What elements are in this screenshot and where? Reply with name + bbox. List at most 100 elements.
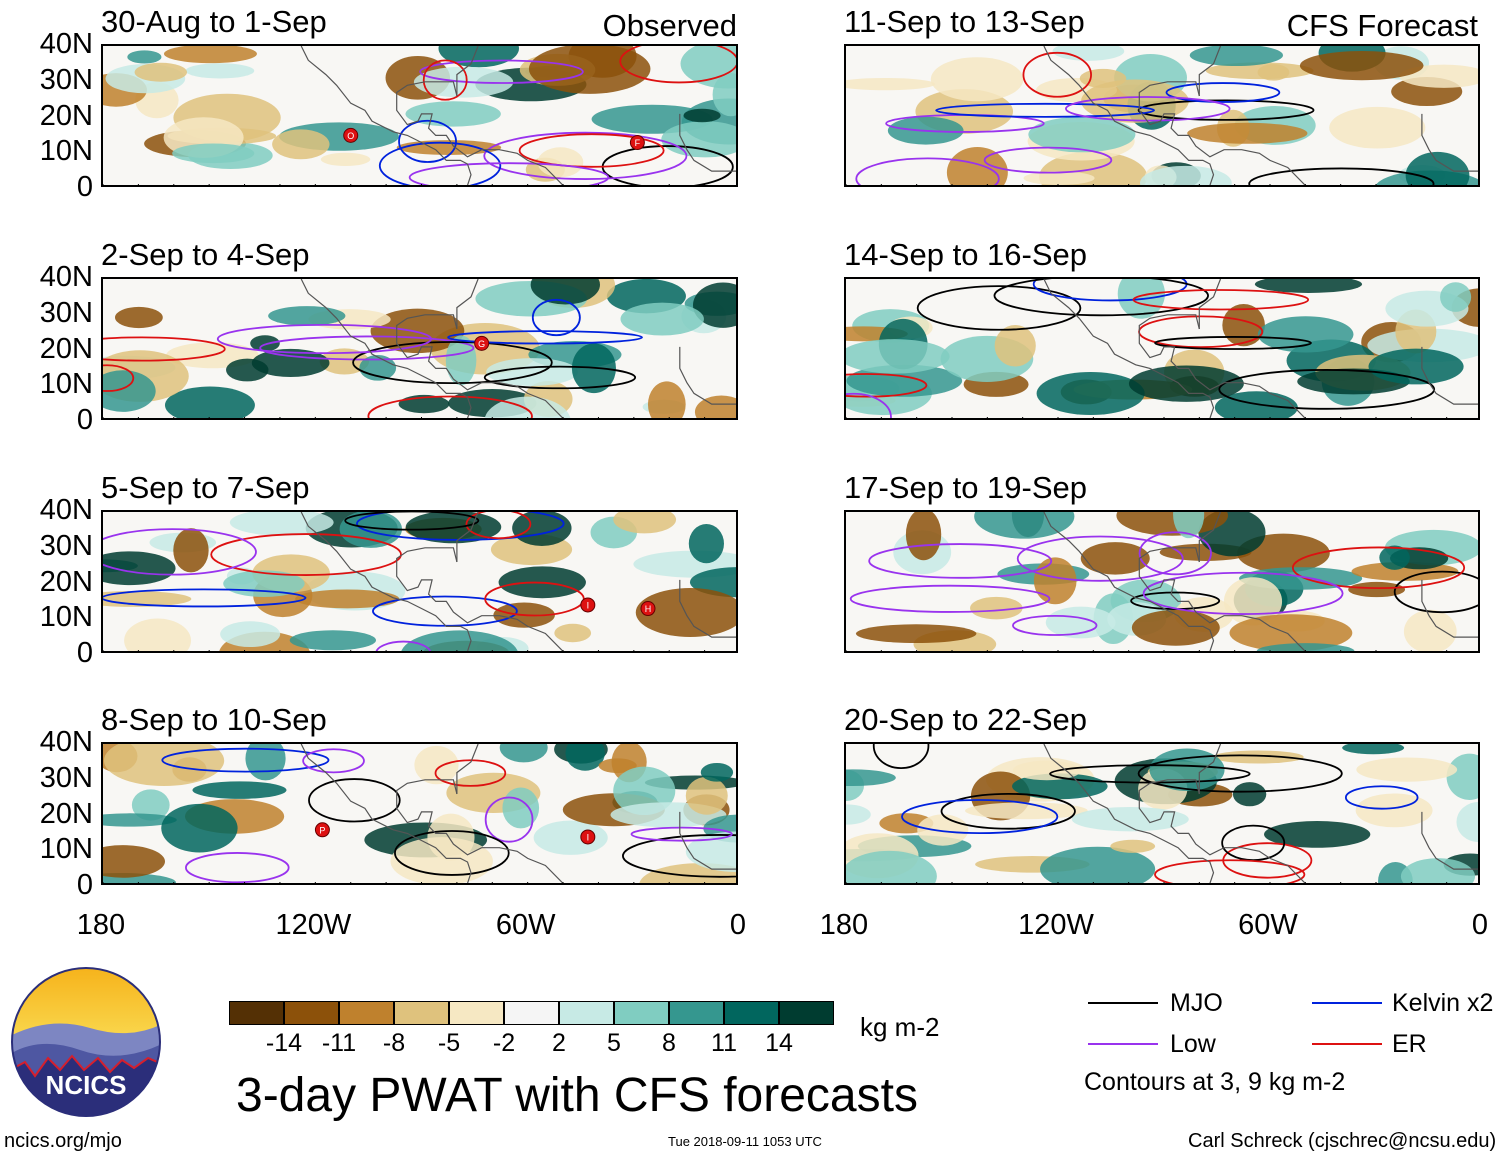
colorbar-swatch — [284, 1001, 339, 1025]
coastline — [679, 579, 736, 638]
contour-line — [935, 102, 1155, 118]
colorbar-label: 8 — [662, 1029, 676, 1057]
contour-line — [308, 778, 401, 823]
anomaly-blob — [846, 364, 963, 397]
coastline — [456, 744, 479, 794]
coastline — [1421, 113, 1478, 172]
x-tick-label: 0 — [1471, 909, 1489, 941]
storm-marker: G — [474, 335, 490, 351]
anomaly-blob — [339, 512, 402, 548]
contour-line — [619, 46, 736, 84]
anomaly-blob — [1299, 50, 1424, 81]
anomaly-blob — [229, 512, 334, 536]
panel-title: 14-Sep to 16-Sep — [844, 237, 1088, 272]
anomaly-blob — [905, 512, 942, 561]
y-tick-label: 30N — [39, 296, 93, 329]
panel-title: 30-Aug to 1-Sep — [101, 4, 327, 39]
y-tick-label: 40N — [39, 494, 93, 526]
anomaly-blob — [1257, 64, 1290, 81]
anomaly-blob — [846, 769, 896, 787]
contour-line — [185, 852, 290, 883]
panel-title: 20-Sep to 22-Sep — [844, 702, 1088, 737]
anomaly-blob — [1355, 793, 1433, 828]
contour-line — [408, 162, 610, 185]
colorbar-label: -8 — [382, 1029, 406, 1057]
anomaly-blob — [846, 339, 950, 374]
contour-line — [398, 119, 457, 163]
pwat-field: PI — [103, 744, 736, 883]
panel-title: 11-Sep to 13-Sep — [844, 4, 1085, 39]
x-tick-label: 120W — [1018, 909, 1094, 941]
y-tick-label: 0 — [76, 637, 93, 669]
contour-line — [846, 373, 928, 398]
x-tick-label: 60W — [1238, 909, 1298, 941]
anomaly-blob — [268, 306, 346, 326]
coastline — [396, 314, 564, 418]
contour-line — [993, 279, 1209, 317]
anomaly-blob — [1189, 46, 1284, 67]
contour-line — [375, 640, 432, 651]
contour-line — [367, 395, 533, 418]
colorbar-swatch — [339, 1001, 394, 1025]
contour-line — [855, 157, 1000, 185]
anomaly-blob — [693, 282, 736, 328]
anomaly-blob — [1229, 614, 1353, 651]
y-tick-label: 30N — [39, 63, 93, 96]
column-label-forecast: CFS Forecast — [1286, 8, 1478, 43]
anomaly-blob — [499, 744, 548, 763]
coastline — [456, 46, 479, 96]
anomaly-blob — [1028, 116, 1136, 153]
storm-letter: F — [635, 138, 641, 148]
anomaly-blob — [533, 820, 608, 855]
anomaly-blob — [1110, 839, 1156, 853]
contour-line — [103, 588, 307, 608]
logo-text: NCICS — [46, 1070, 127, 1100]
y-tick-label: 30N — [39, 529, 93, 562]
anomaly-blob — [620, 302, 704, 336]
y-tick-label: 20N — [39, 565, 93, 598]
x-tick-label: 0 — [729, 909, 747, 941]
anomaly-blob — [680, 46, 736, 89]
anomaly-blob — [251, 348, 330, 378]
colorbar-label: -11 — [321, 1029, 357, 1057]
y-tick-label: 10N — [39, 601, 93, 634]
anomaly-blob — [220, 621, 281, 648]
colorbar-swatch — [504, 1001, 559, 1025]
contour-line — [1137, 754, 1343, 793]
anomaly-blob — [272, 129, 330, 160]
anomaly-blob — [917, 814, 969, 846]
panel-title: 2-Sep to 4-Sep — [101, 237, 310, 272]
anomaly-blob — [295, 589, 400, 609]
y-tick-label: 10N — [39, 368, 93, 401]
contour-line — [1165, 82, 1281, 103]
anomaly-blob — [103, 551, 176, 586]
map-panel — [844, 742, 1480, 885]
y-tick-label: 20N — [39, 797, 93, 830]
anomaly-blob — [1222, 304, 1265, 347]
anomaly-blob — [1128, 365, 1244, 402]
anomaly-blob — [1012, 760, 1081, 781]
coastline — [1138, 314, 1306, 418]
legend-label-er: ER — [1392, 1030, 1427, 1058]
y-tick-label: 0 — [76, 869, 93, 901]
column-label-observed: Observed — [602, 8, 737, 43]
anomaly-blob — [1264, 820, 1371, 848]
figure-title: 3-day PWAT with CFS forecasts — [236, 1069, 918, 1122]
anomaly-blob — [1033, 557, 1077, 605]
x-tick-label: 180 — [76, 909, 126, 941]
contour-line — [419, 59, 584, 84]
coastline — [396, 81, 564, 185]
anomaly-blob — [528, 46, 651, 94]
site-url[interactable]: ncics.org/mjo — [4, 1130, 122, 1152]
anomaly-blob — [390, 837, 493, 883]
anomaly-blob — [127, 50, 162, 64]
y-tick-label: 0 — [76, 171, 93, 203]
anomaly-blob — [1040, 846, 1156, 883]
contour-line — [518, 133, 665, 168]
pwat-field — [846, 512, 1478, 651]
anomaly-blob — [134, 62, 187, 82]
storm-marker: I — [580, 597, 596, 613]
anomaly-blob — [1342, 744, 1405, 755]
